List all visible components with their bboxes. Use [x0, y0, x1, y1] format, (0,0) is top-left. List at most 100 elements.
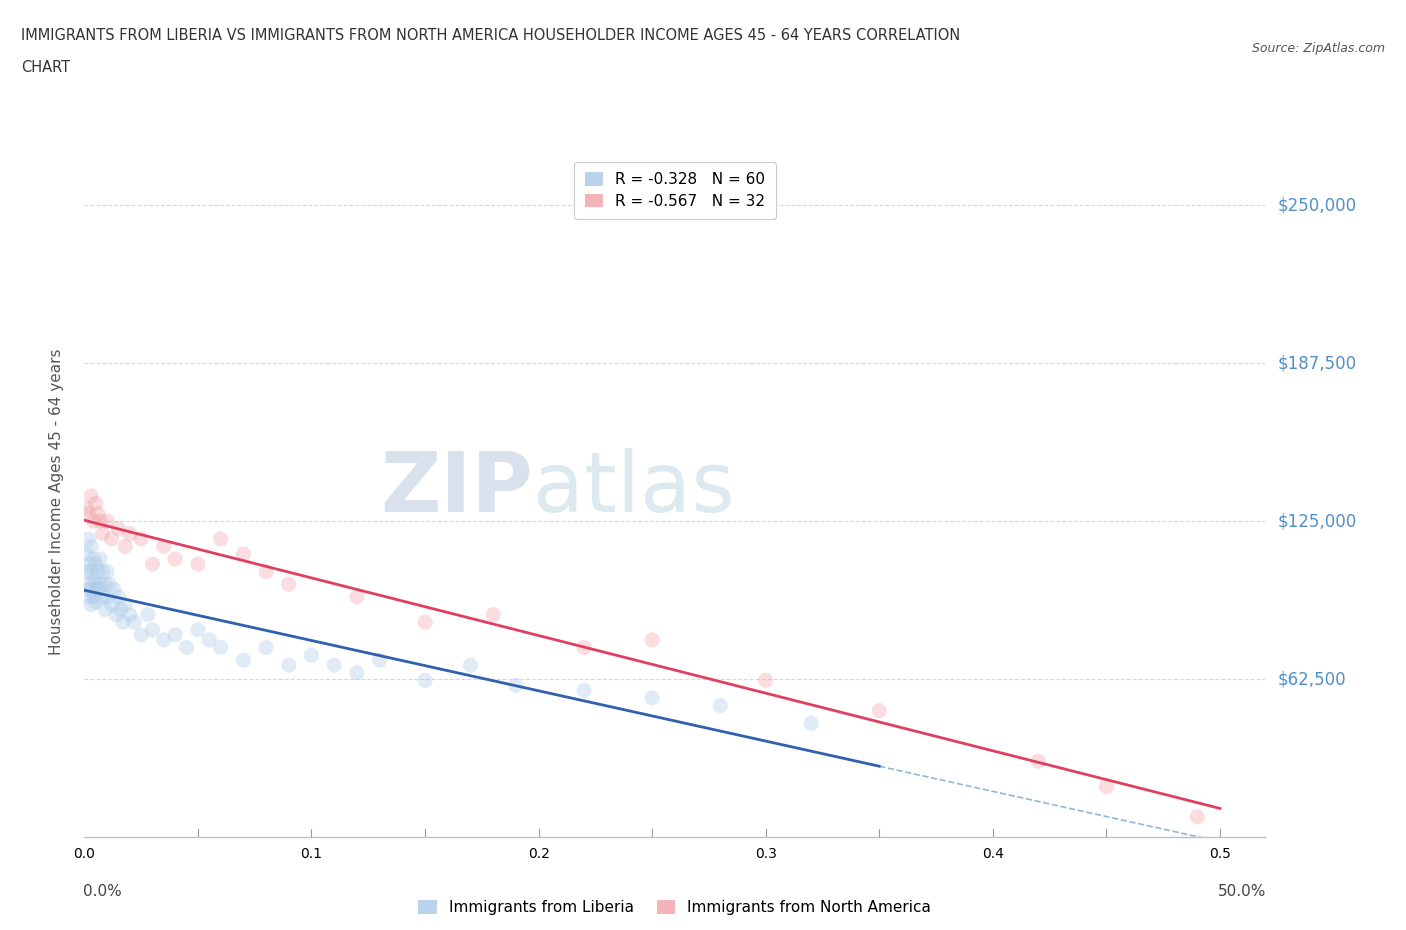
Point	[100, 531, 122, 546]
Point	[277, 658, 299, 672]
Point	[709, 698, 731, 713]
Text: Source: ZipAtlas.com: Source: ZipAtlas.com	[1251, 42, 1385, 55]
Point	[77, 557, 100, 572]
Point	[232, 547, 254, 562]
Point	[572, 640, 595, 655]
Point	[346, 665, 368, 680]
Point	[107, 522, 129, 537]
Point	[165, 628, 187, 643]
Point	[98, 577, 121, 591]
Point	[153, 632, 176, 647]
Text: atlas: atlas	[533, 448, 735, 529]
Point	[176, 640, 198, 655]
Point	[87, 565, 110, 579]
Point	[482, 607, 505, 622]
Y-axis label: Householder Income Ages 45 - 64 years: Householder Income Ages 45 - 64 years	[49, 349, 63, 656]
Point	[114, 539, 136, 554]
Text: $250,000: $250,000	[1277, 196, 1357, 214]
Text: ZIP: ZIP	[381, 448, 533, 529]
Point	[755, 673, 778, 688]
Point	[89, 551, 111, 566]
Point	[89, 513, 111, 528]
Point	[641, 691, 664, 706]
Point	[94, 577, 117, 591]
Point	[77, 506, 100, 521]
Point	[100, 597, 122, 612]
Point	[77, 531, 100, 546]
Text: CHART: CHART	[21, 60, 70, 75]
Point	[80, 488, 103, 503]
Point	[87, 506, 110, 521]
Point	[76, 582, 98, 597]
Point	[118, 526, 141, 541]
Text: $187,500: $187,500	[1277, 354, 1357, 372]
Text: 0.0%: 0.0%	[83, 884, 122, 899]
Text: $125,000: $125,000	[1277, 512, 1357, 530]
Point	[110, 602, 132, 617]
Point	[80, 597, 103, 612]
Point	[84, 557, 107, 572]
Point	[103, 582, 125, 597]
Point	[91, 526, 114, 541]
Point	[868, 703, 890, 718]
Point	[141, 622, 163, 637]
Point	[76, 547, 98, 562]
Point	[368, 653, 391, 668]
Point	[91, 565, 114, 579]
Point	[91, 590, 114, 604]
Point	[114, 597, 136, 612]
Point	[1095, 779, 1118, 794]
Point	[1026, 753, 1049, 768]
Point	[1187, 809, 1209, 824]
Point	[118, 607, 141, 622]
Point	[82, 572, 104, 587]
Point	[141, 557, 163, 572]
Point	[129, 531, 152, 546]
Point	[77, 577, 100, 591]
Point	[800, 716, 823, 731]
Point	[96, 513, 118, 528]
Point	[198, 632, 221, 647]
Point	[84, 594, 107, 609]
Point	[80, 582, 103, 597]
Point	[82, 590, 104, 604]
Point	[80, 565, 103, 579]
Text: $62,500: $62,500	[1277, 671, 1346, 688]
Point	[76, 565, 98, 579]
Point	[80, 539, 103, 554]
Point	[209, 531, 232, 546]
Point	[129, 628, 152, 643]
Point	[254, 565, 277, 579]
Point	[572, 683, 595, 698]
Point	[165, 551, 187, 566]
Point	[187, 557, 209, 572]
Point	[413, 673, 436, 688]
Text: 50.0%: 50.0%	[1218, 884, 1267, 899]
Point	[124, 615, 146, 630]
Point	[413, 615, 436, 630]
Point	[77, 590, 100, 604]
Point	[76, 501, 98, 516]
Point	[89, 577, 111, 591]
Point	[82, 551, 104, 566]
Point	[301, 647, 323, 662]
Point	[84, 496, 107, 511]
Point	[254, 640, 277, 655]
Point	[323, 658, 346, 672]
Point	[136, 607, 159, 622]
Point	[96, 590, 118, 604]
Point	[641, 632, 664, 647]
Point	[505, 678, 527, 693]
Point	[460, 658, 482, 672]
Point	[107, 590, 129, 604]
Legend: Immigrants from Liberia, Immigrants from North America: Immigrants from Liberia, Immigrants from…	[411, 893, 939, 923]
Point	[96, 565, 118, 579]
Point	[87, 582, 110, 597]
Point	[82, 513, 104, 528]
Point	[94, 602, 117, 617]
Point	[111, 615, 134, 630]
Point	[209, 640, 232, 655]
Point	[105, 607, 128, 622]
Point	[346, 590, 368, 604]
Text: IMMIGRANTS FROM LIBERIA VS IMMIGRANTS FROM NORTH AMERICA HOUSEHOLDER INCOME AGES: IMMIGRANTS FROM LIBERIA VS IMMIGRANTS FR…	[21, 28, 960, 43]
